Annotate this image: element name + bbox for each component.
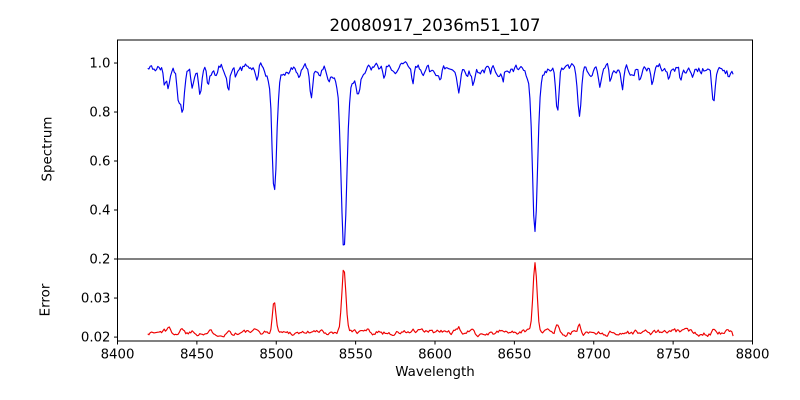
y-tick-label: 0.8 (89, 106, 110, 121)
y-tick-label: 0.6 (89, 155, 110, 170)
x-tick-label: 8600 (418, 348, 452, 363)
spectrum-line (147, 61, 734, 246)
chart-title: 20080917_2036m51_107 (329, 16, 540, 36)
x-tick-label: 8750 (656, 348, 690, 363)
x-tick-label: 8800 (736, 348, 770, 363)
x-tick-label: 8500 (259, 348, 293, 363)
x-tick-label: 8700 (577, 348, 611, 363)
x-tick-label: 8400 (101, 348, 135, 363)
x-tick-label: 8550 (339, 348, 373, 363)
x-axis-label: Wavelength (395, 365, 474, 380)
y-tick-label: 0.03 (81, 292, 111, 307)
x-tick-label: 8650 (497, 348, 531, 363)
error-panel-axes-box (117, 258, 753, 342)
y-tick-label: 1.0 (89, 57, 110, 72)
x-tick-label: 8450 (180, 348, 214, 363)
error-line (147, 262, 734, 338)
y-tick-label: 0.02 (81, 331, 111, 346)
error-panel: 8400 8450 8500 8550 8600 8650 8700 8750 8800 0.02… (81, 258, 770, 363)
spectrum-panel: 0.2 0.4 0.6 0.8 1.0 (89, 39, 753, 268)
y-tick-label: 0.4 (89, 204, 110, 219)
y-axis-label-spectrum: Spectrum (41, 117, 56, 182)
y-tick-label: 0.2 (89, 253, 110, 268)
y-axis-label-error: Error (39, 283, 54, 316)
